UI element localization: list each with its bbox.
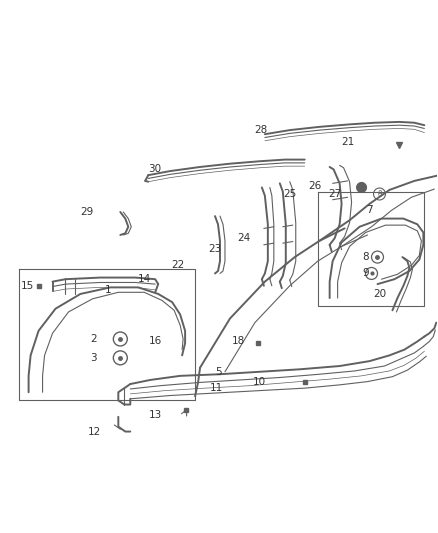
Text: 2: 2 bbox=[90, 334, 97, 344]
Text: 23: 23 bbox=[208, 244, 222, 254]
Text: 24: 24 bbox=[237, 233, 251, 243]
Text: 21: 21 bbox=[341, 138, 354, 148]
Text: 28: 28 bbox=[254, 125, 268, 135]
Text: 13: 13 bbox=[148, 410, 162, 420]
Text: 30: 30 bbox=[148, 164, 162, 174]
Text: 27: 27 bbox=[328, 189, 341, 199]
Text: 7: 7 bbox=[366, 205, 373, 215]
Text: 10: 10 bbox=[253, 377, 266, 387]
Text: 9: 9 bbox=[362, 269, 369, 278]
Text: 25: 25 bbox=[283, 189, 297, 199]
Text: 11: 11 bbox=[209, 383, 223, 393]
Circle shape bbox=[357, 182, 367, 192]
Text: 3: 3 bbox=[90, 353, 97, 363]
Text: 1: 1 bbox=[105, 285, 112, 295]
Text: 22: 22 bbox=[172, 260, 185, 270]
Text: 18: 18 bbox=[231, 336, 244, 346]
Text: 12: 12 bbox=[88, 426, 101, 437]
Text: θ: θ bbox=[377, 190, 382, 198]
Text: 5: 5 bbox=[215, 367, 221, 377]
Text: 15: 15 bbox=[21, 281, 34, 290]
Text: 14: 14 bbox=[138, 274, 151, 284]
Text: 16: 16 bbox=[148, 336, 162, 346]
Text: 20: 20 bbox=[373, 289, 386, 299]
Text: 8: 8 bbox=[362, 252, 369, 262]
Text: 26: 26 bbox=[308, 181, 321, 191]
Text: 29: 29 bbox=[80, 207, 93, 217]
